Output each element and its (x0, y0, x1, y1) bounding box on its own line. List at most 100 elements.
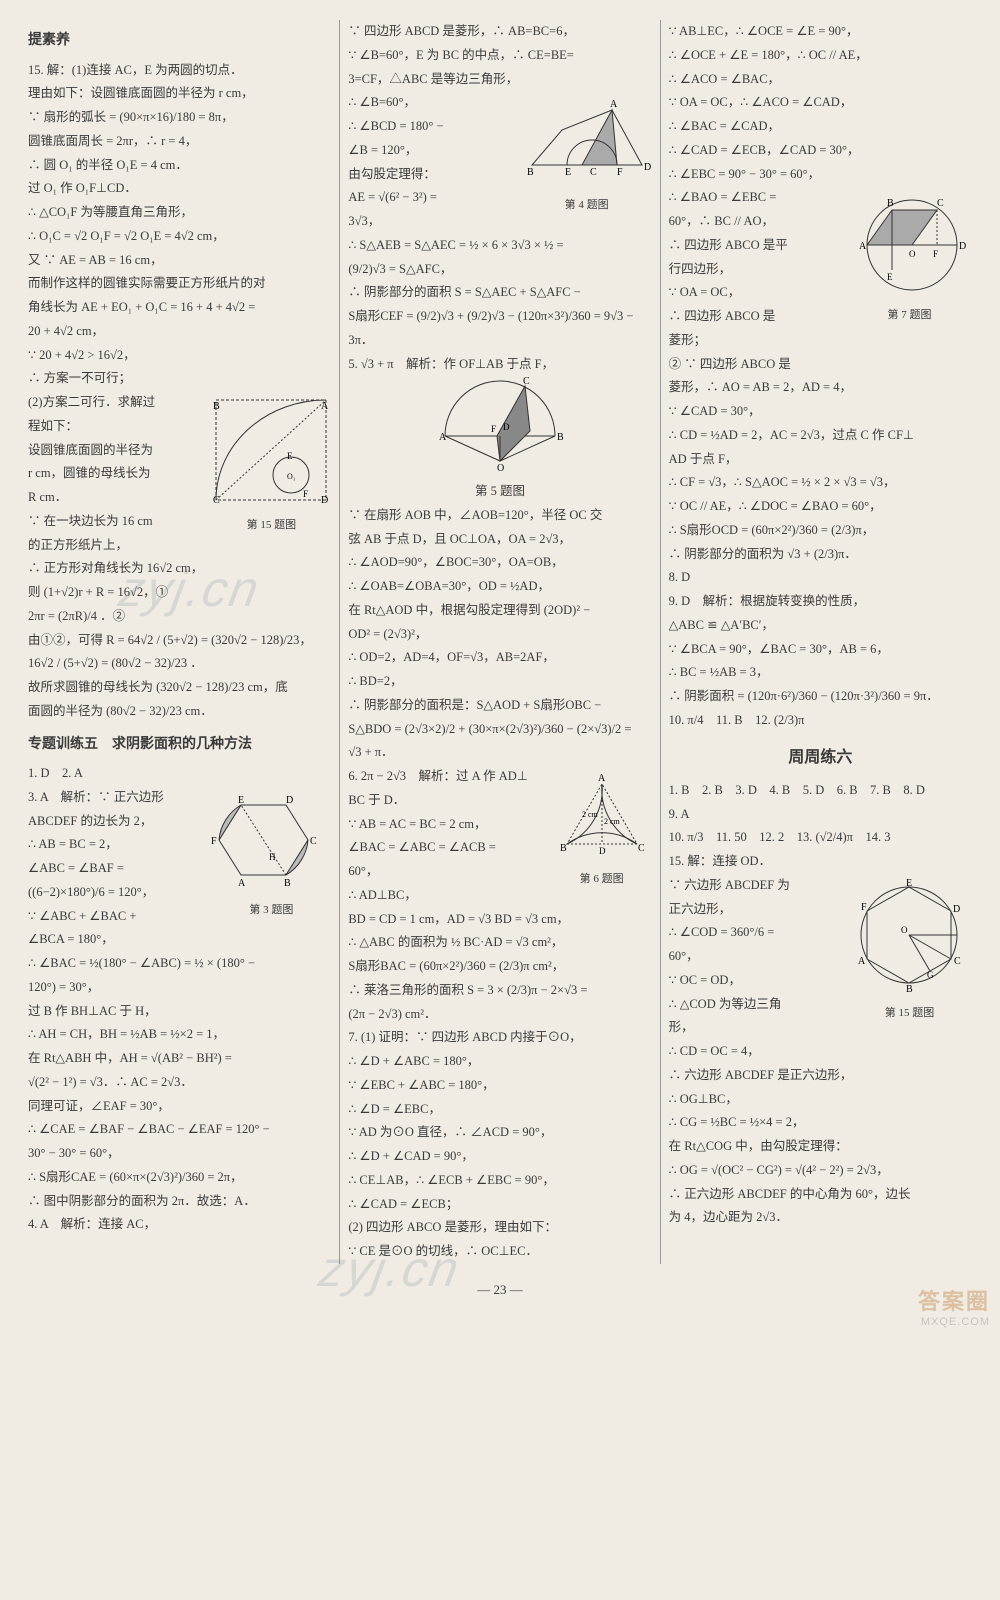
svg-text:B: B (527, 167, 534, 178)
text: 圆锥底面周长 = 2πr，∴ r = 4， (28, 130, 331, 154)
text: ∴ ∠OCE + ∠E = 180°，∴ OC // AE， (669, 44, 972, 68)
text: ∴ CE⊥AB，∴ ∠ECB + ∠EBC = 90°， (348, 1169, 651, 1193)
text: 理由如下：设圆锥底面圆的半径为 r cm， (28, 82, 331, 106)
text: 15. 解：连接 OD． (669, 850, 972, 874)
text: ∴ ∠EBC = 90° − 30° = 60°， (669, 163, 972, 187)
text: ∴ ∠CAD = ∠ECB，∠CAD = 30°， (669, 139, 972, 163)
text: ∠BCA = 180°， (28, 928, 331, 952)
text: ∵ CE 是⊙O 的切线，∴ OC⊥EC． (348, 1240, 651, 1264)
svg-text:F: F (303, 489, 308, 499)
svg-text:A: A (321, 401, 329, 412)
svg-text:F: F (211, 836, 217, 847)
text: ∵ 四边形 ABCD 是菱形，∴ AB=BC=6， (348, 20, 651, 44)
text: ∵ AD 为⊙O 直径，∴ ∠ACD = 90°， (348, 1121, 651, 1145)
svg-text:2 cm: 2 cm (604, 817, 621, 826)
text: ∴ CG = ½BC = ½×4 = 2， (669, 1111, 972, 1135)
svg-text:C: C (954, 956, 961, 967)
text: 而制作这样的圆锥实际需要正方形纸片的对 (28, 272, 331, 296)
text: 16√2 / (5+√2) = (80√2 − 32)/23 ． (28, 652, 331, 676)
svg-text:E: E (287, 451, 293, 461)
figure-caption: 第 3 题图 (211, 900, 331, 921)
text: ∴ 阴影部分的面积为 √3 + (2/3)π． (669, 543, 972, 567)
text: 120°) = 30°， (28, 976, 331, 1000)
column-1: 提素养 15. 解：(1)连接 AC，E 为两圆的切点． 理由如下：设圆锥底面圆… (20, 20, 340, 1264)
svg-text:E: E (238, 795, 244, 806)
svg-text:G: G (927, 970, 934, 980)
text: 菱形，∴ AO = AB = 2，AD = 4， (669, 376, 972, 400)
column-2: ∵ 四边形 ABCD 是菱形，∴ AB=BC=6， ∵ ∠B=60°，E 为 B… (340, 20, 660, 1264)
text: 角线长为 AE + EO₁ + O₁C = 16 + 4 + 4√2 = (28, 296, 331, 320)
figure-q15b: F E D C B A O G 第 15 题图 (847, 878, 972, 1024)
text: 同理可证，∠EAF = 30°， (28, 1095, 331, 1119)
text: 4. A 解析：连接 AC， (28, 1213, 331, 1237)
text: ∴ 阴影部分的面积是：S△AOD + S扇形OBC − (348, 694, 651, 718)
text: ∴ 圆 O₁ 的半径 O₁E = 4 cm． (28, 154, 331, 178)
text: 9. A (669, 803, 972, 827)
text: ∴ ∠ACO = ∠BAC， (669, 68, 972, 92)
svg-text:C: C (310, 836, 317, 847)
text: ∴ OG = √(OC² − CG²) = √(4² − 2²) = 2√3， (669, 1159, 972, 1183)
heading-week6: 周周练六 (669, 743, 972, 773)
figure-caption: 第 15 题图 (847, 1003, 972, 1024)
text: 3π． (348, 329, 651, 353)
text: 为 4，边心距为 2√3． (669, 1206, 972, 1230)
columns: 提素养 15. 解：(1)连接 AC，E 为两圆的切点． 理由如下：设圆锥底面圆… (20, 20, 980, 1264)
text: ∴ S△AEB = S△AEC = ½ × 6 × 3√3 × ½ = (348, 234, 651, 258)
page-number: — 23 — (20, 1282, 980, 1298)
svg-text:E: E (887, 272, 893, 282)
svg-text:C: C (213, 495, 220, 505)
figure-caption: 第 4 题图 (522, 195, 652, 216)
text: ∵ OC // AE，∴ ∠DOC = ∠BAO = 60°， (669, 495, 972, 519)
corner-logo-small: MXQE.COM (918, 1316, 990, 1328)
text: ∵ ∠B=60°，E 为 BC 的中点，∴ CE=BE= (348, 44, 651, 68)
text: 10. π/4 11. B 12. (2/3)π (669, 709, 972, 733)
svg-text:A: A (238, 878, 246, 889)
text: ∴ 莱洛三角形的面积 S = 3 × (2/3)π − 2×√3 = (348, 979, 651, 1003)
text: ∴ 六边形 ABCDEF 是正六边形， (669, 1064, 972, 1088)
text: ∴ ∠BAC = ∠CAD， (669, 115, 972, 139)
text: 弦 AB 于点 D，且 OC⊥OA，OA = 2√3， (348, 528, 651, 552)
text: ∴ S扇形CAE = (60×π×(2√3)²)/360 = 2π， (28, 1166, 331, 1190)
svg-text:E: E (906, 878, 912, 889)
svg-text:B: B (887, 198, 894, 209)
svg-text:E: E (565, 167, 571, 178)
heading-tisuyang: 提素养 (28, 26, 331, 53)
text: BD = CD = 1 cm，AD = √3 BD = √3 cm， (348, 908, 651, 932)
text: 则 (1+√2)r + R = 16√2，① (28, 581, 331, 605)
text: ∴ ∠D + ∠CAD = 90°， (348, 1145, 651, 1169)
svg-text:B: B (284, 878, 291, 889)
text: 过 O₁ 作 O₁F⊥CD． (28, 177, 331, 201)
svg-text:A: A (439, 432, 447, 443)
text: 1. D 2. A (28, 762, 331, 786)
text: 3=CF，△ABC 是等边三角形， (348, 68, 651, 92)
figure-caption: 第 6 题图 (552, 869, 652, 890)
svg-text:F: F (861, 902, 867, 913)
text: 5. √3 + π 解析：作 OF⊥AB 于点 F， (348, 353, 651, 377)
svg-text:A: A (610, 99, 618, 110)
text: 由①②，可得 R = 64√2 / (5+√2) = (320√2 − 128)… (28, 629, 331, 653)
text: ∵ OA = OC，∴ ∠ACO = ∠CAD， (669, 91, 972, 115)
svg-text:C: C (590, 167, 597, 178)
svg-text:D: D (503, 422, 510, 432)
text: 的正方形纸片上， (28, 534, 331, 558)
text: ∴ 阴影面积 = (120π·6²)/360 − (120π·3²)/360 =… (669, 685, 972, 709)
svg-text:O: O (901, 925, 908, 935)
heading-zhuanti5: 专题训练五 求阴影面积的几种方法 (28, 730, 331, 757)
text: 面圆的半径为 (80√2 − 32)/23 cm． (28, 700, 331, 724)
text: 在 Rt△AOD 中，根据勾股定理得到 (2OD)² − (348, 599, 651, 623)
svg-text:D: D (286, 795, 293, 806)
svg-text:B: B (557, 432, 564, 443)
text: ∴ BD=2， (348, 670, 651, 694)
text: ∴ ∠OAB=∠OBA=30°，OD = ½AD， (348, 575, 651, 599)
figure-q7: A D B C O E F 第 7 题图 (847, 190, 972, 326)
svg-text:F: F (617, 167, 623, 178)
text: 在 Rt△COG 中，由勾股定理得： (669, 1135, 972, 1159)
corner-logo: 答案圈 MXQE.COM (918, 1284, 990, 1328)
text: ∴ △CO₁F 为等腰直角三角形， (28, 201, 331, 225)
text: 7. (1) 证明：∵ 四边形 ABCD 内接于⊙O， (348, 1026, 651, 1050)
svg-text:A: A (859, 241, 867, 252)
text: △ABC ≌ △A′BC′， (669, 614, 972, 638)
svg-text:D: D (959, 241, 966, 252)
figure-caption: 第 15 题图 (211, 515, 331, 536)
text: ∴ ∠BAC = ½(180° − ∠ABC) = ½ × (180° − (28, 952, 331, 976)
